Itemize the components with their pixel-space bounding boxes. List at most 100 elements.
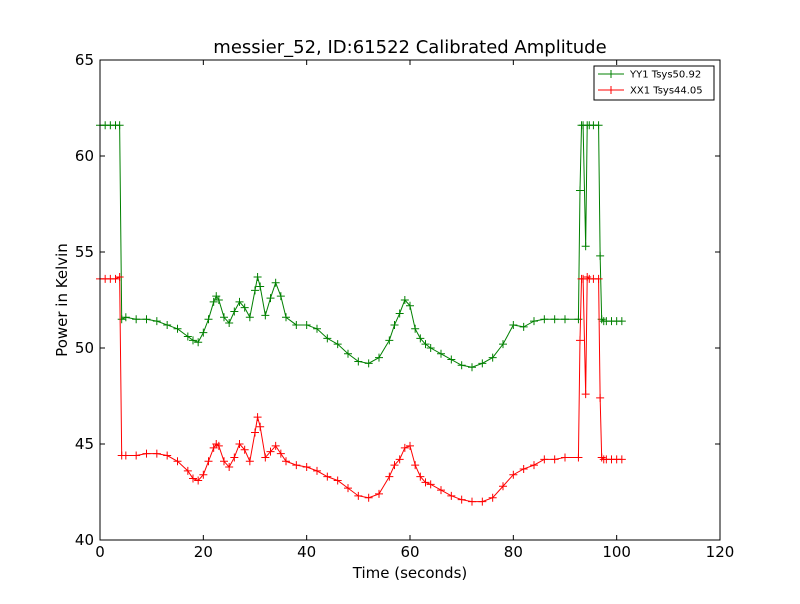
- x-tick-label: 120: [706, 543, 735, 561]
- data-point: [194, 338, 203, 347]
- x-tick-label: 80: [504, 543, 523, 561]
- data-point: [550, 455, 559, 464]
- legend-label-xx1: XX1 Tsys44.05: [630, 86, 703, 97]
- data-point: [375, 353, 383, 362]
- data-point: [271, 278, 280, 287]
- legend: YY1 Tsys50.92 XX1 Tsys44.05: [593, 65, 715, 101]
- data-point: [121, 451, 130, 460]
- data-point: [194, 476, 203, 485]
- data-point: [115, 272, 124, 281]
- data-point: [437, 349, 445, 358]
- data-point: [240, 445, 249, 454]
- data-point: [594, 121, 603, 130]
- data-point: [240, 303, 249, 312]
- data-point: [251, 428, 259, 437]
- data-point: [385, 472, 394, 481]
- legend-item-yy1: YY1 Tsys50.92: [598, 70, 701, 81]
- chart-title: messier_52, ID:61522 Calibrated Amplitud…: [213, 37, 606, 58]
- data-point: [617, 317, 626, 326]
- data-point: [333, 476, 342, 485]
- data-point: [204, 457, 213, 466]
- data-point: [220, 313, 228, 322]
- data-point: [152, 449, 161, 458]
- data-point: [199, 328, 208, 337]
- ticks-layer: 0 20 40 60 80 100 120 40 45 50 55 60 65: [75, 51, 734, 561]
- data-point: [117, 315, 126, 324]
- data-point: [499, 482, 507, 491]
- data-point: [245, 457, 254, 466]
- data-point: [220, 457, 228, 466]
- data-point: [488, 493, 497, 502]
- data-point: [426, 344, 435, 352]
- data-point: [530, 461, 538, 470]
- data-point: [457, 495, 466, 504]
- y-tick-label: 40: [75, 531, 94, 549]
- x-tick-label: 0: [95, 543, 105, 561]
- data-point: [390, 461, 399, 470]
- data-point: [478, 359, 487, 368]
- data-point: [488, 353, 497, 362]
- data-point: [230, 307, 239, 316]
- data-point: [411, 324, 420, 333]
- data-point: [437, 486, 445, 495]
- data-point: [271, 441, 280, 450]
- data-point: [225, 463, 234, 472]
- data-point: [256, 422, 265, 431]
- data-point: [400, 296, 409, 304]
- data-point: [189, 336, 197, 345]
- data-point: [596, 393, 605, 402]
- data-point: [253, 413, 262, 422]
- data-point: [509, 320, 518, 329]
- y-tick-label: 65: [75, 51, 94, 69]
- data-point: [468, 363, 476, 372]
- data-point: [323, 472, 332, 481]
- data-point: [406, 301, 414, 310]
- data-point: [400, 443, 409, 452]
- legend-marker-xx1: [607, 86, 615, 94]
- data-point: [199, 470, 208, 479]
- data-point: [519, 464, 528, 473]
- data-point: [302, 463, 311, 472]
- legend-box: [593, 65, 715, 101]
- data-point: [121, 313, 130, 322]
- data-point: [323, 334, 332, 343]
- data-point: [550, 315, 559, 324]
- data-point: [583, 272, 592, 281]
- data-point: [142, 449, 151, 458]
- data-point: [375, 489, 383, 498]
- data-point: [313, 466, 321, 475]
- data-point: [596, 251, 605, 260]
- data-point: [183, 332, 192, 341]
- data-point: [256, 282, 265, 291]
- data-point: [142, 315, 151, 324]
- data-point: [282, 313, 290, 322]
- data-point: [447, 491, 456, 500]
- data-point: [173, 457, 182, 466]
- data-point: [354, 357, 363, 366]
- data-point: [214, 296, 223, 304]
- data-point: [421, 478, 430, 487]
- data-point: [276, 292, 285, 301]
- data-point: [266, 447, 275, 456]
- data-point: [276, 449, 285, 458]
- data-point: [395, 309, 404, 318]
- y-axis-label: Power in Kelvin: [53, 243, 71, 357]
- data-point: [173, 324, 182, 333]
- data-point: [354, 491, 363, 500]
- data-point: [344, 484, 352, 493]
- data-point: [540, 315, 549, 324]
- data-point: [235, 440, 244, 448]
- data-point: [574, 315, 583, 324]
- data-point: [261, 453, 270, 462]
- data-point: [416, 472, 425, 481]
- data-point: [163, 320, 172, 329]
- data-point: [574, 453, 583, 462]
- data-point: [364, 359, 373, 368]
- data-point: [509, 470, 518, 479]
- data-point: [132, 315, 141, 324]
- x-tick-label: 20: [194, 543, 213, 561]
- data-point: [313, 324, 321, 333]
- series-xx1: [96, 272, 626, 506]
- data-point: [245, 313, 254, 322]
- y-tick-label: 55: [75, 243, 94, 261]
